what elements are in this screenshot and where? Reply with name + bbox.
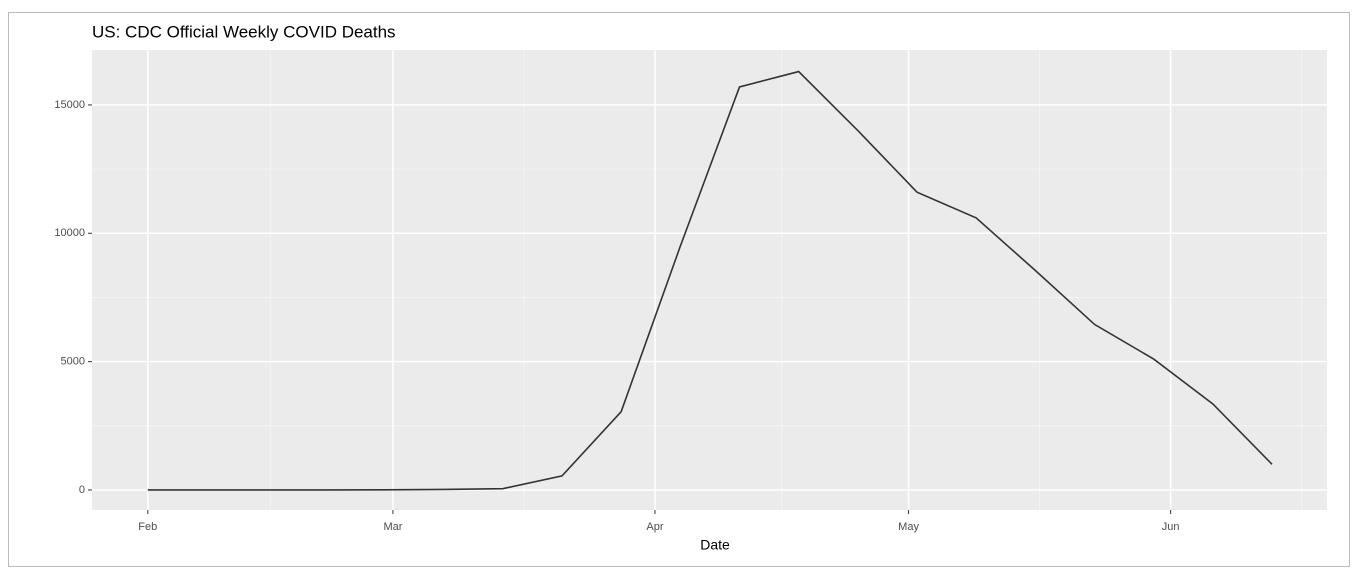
x-tick-label: Jun (1162, 521, 1180, 533)
x-tick-label: May (898, 521, 919, 533)
chart-title: US: CDC Official Weekly COVID Deaths (92, 22, 396, 41)
x-tick-label: Mar (383, 521, 402, 533)
plot-panel (92, 50, 1327, 510)
x-tick-label: Feb (138, 521, 157, 533)
y-tick-label: 0 (79, 484, 85, 496)
line (147, 70, 1273, 491)
x-axis-label: Date (700, 537, 730, 553)
y-tick-label: 15000 (54, 99, 85, 111)
x-tick-label: Apr (646, 521, 663, 533)
y-tick-label: 5000 (61, 356, 85, 368)
y-tick-label: 10000 (54, 227, 85, 239)
